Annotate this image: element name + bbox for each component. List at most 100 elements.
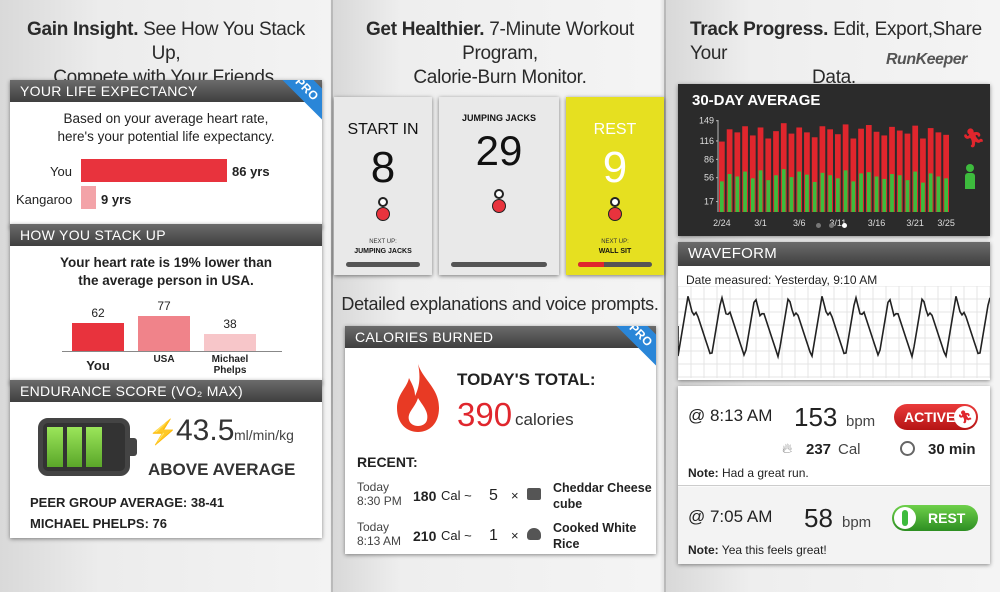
col2-headline-line1: 7-Minute Workout Program, [462,19,635,64]
todays-total-unit: calories [515,410,574,429]
bar-min [851,181,856,212]
life-bar-you [81,159,227,182]
life-desc-line1: Based on your average heart rate, [63,111,269,126]
workout-screen-0[interactable]: START IN 8 NEXT UP: JUMPING JACKS [334,97,432,275]
progress-track [346,262,420,267]
bar-max [858,128,864,212]
next-up-exercise: JUMPING JACKS [354,248,412,255]
screen-title: START IN [347,121,419,138]
entry-note: Yea this feels great! [721,543,827,557]
bar-max [842,124,849,212]
food-icon [527,528,541,540]
runner-icon: 🏃︎ [954,406,976,428]
endurance-header: ENDURANCE SCORE (VO₂ MAX) [10,380,322,402]
bar-max [835,134,841,212]
stack-bar-2 [204,334,256,351]
bar-min [928,173,933,212]
bar-min [890,174,894,212]
stack-up-title: HOW YOU STACK UP [20,227,166,243]
stack-up-header: HOW YOU STACK UP [10,224,322,246]
standing-icon [894,507,916,529]
bar-min [766,180,771,212]
bar-min [882,178,887,212]
page-dots [816,223,847,228]
next-up-label: NEXT UP: [369,239,397,245]
bar-min [905,180,910,212]
life-expectancy-header: YOUR LIFE EXPECTANCY PRO [10,80,322,129]
recent-quantity: 1 [489,527,498,544]
life-expectancy-title: YOUR LIFE EXPECTANCY [20,83,198,99]
recent-calories-unit: Cal ~ [441,488,472,503]
progress-track [578,262,652,267]
entry-note: Had a great run. [722,466,809,480]
progress-track [451,262,547,267]
times-sign: × [511,528,519,543]
workout-screen-2[interactable]: REST 9 NEXT UP: WALL SIT [566,97,664,275]
recent-food: Cooked White Rice [553,521,637,551]
waveform-header: WAVEFORM [678,242,990,266]
bar-max [912,125,919,212]
recent-calories: 210 [413,528,437,544]
waveform-card: WAVEFORM Date measured: Yesterday, 9:10 … [678,242,990,380]
bar-max [749,135,756,212]
stack-bar-label: USA [153,354,175,365]
entry-time: @ 7:05 AM [688,507,773,526]
bar-max [819,126,826,212]
y-tick-label: 116 [700,136,714,146]
bar-max [765,138,772,212]
stack-desc-line2: the average person in USA. [78,273,254,288]
waveform-line [678,294,990,360]
entry-bpm: 58 [804,503,833,533]
bar-min [720,181,724,212]
battery-segment [86,427,102,467]
entry-card: @ 8:13 AM 153 bpm ACTIVE 🏃︎ 🔥︎ 237 Cal 3… [678,386,990,564]
screen-number: 9 [602,143,628,192]
waveform-title: WAVEFORM [688,245,778,262]
stack-bar-1 [138,316,190,351]
entry-time: @ 8:13 AM [688,406,773,425]
col2-headline: Get Healthier. 7-Minute Workout Program,… [340,18,660,90]
endurance-card: ENDURANCE SCORE (VO₂ MAX) ⚡ 43.5 ml/min/… [10,380,322,538]
bar-max [889,126,895,212]
life-bar-kangaroo [81,186,96,209]
food-icon [527,488,541,500]
recent-item[interactable]: Today 8:30 PM 180 Cal ~ 5 × Cheddar Chee… [345,478,656,516]
x-tick-label: 2/24 [713,218,731,228]
bar-max [943,134,949,212]
calories-title: CALORIES BURNED [355,329,494,345]
stack-bar-0 [72,323,124,351]
thirty-day-average-card: 30-DAY AVERAGE 149 116 86 56 17 2/24 3/1 3/6 3/1… [678,84,990,236]
life-row-you-label: You [50,164,72,179]
battery-segment [47,427,63,467]
bar-min [774,175,778,212]
bar-max [920,138,926,212]
next-up-exercise: WALL SIT [598,248,632,255]
bar-max [811,137,818,212]
entry-bpm: 153 [794,402,838,432]
bar-max [927,128,934,212]
col1-headline-line1: See How You Stack Up, [143,19,305,64]
bar-max [796,127,803,212]
exercise-figure-icon [605,197,625,229]
life-row-kangaroo-label: Kangaroo [16,192,73,207]
note-label: Note: [688,543,719,557]
active-status-badge: ACTIVE 🏃︎ [894,404,978,430]
entry-rest[interactable]: @ 7:05 AM 58 bpm REST Note: Yea this fee… [678,487,990,564]
todays-total-value: 390 [457,396,513,433]
caption: Detailed explanations and voice prompts. [341,294,659,314]
bar-max [780,123,787,212]
x-tick-label: 3/11 [829,218,846,228]
next-up-label: NEXT UP: [601,239,629,245]
workout-screen-1[interactable]: JUMPING JACKS 29 [439,97,559,275]
exercise-figure-icon [489,189,509,221]
x-tick-label: 3/21 [906,218,924,228]
bar-min [913,171,918,212]
standing-person-icon [965,164,975,189]
entry-active[interactable]: @ 8:13 AM 153 bpm ACTIVE 🏃︎ 🔥︎ 237 Cal 3… [678,386,990,486]
recent-food: Cheddar Cheese cube [553,481,652,511]
x-tick-label: 3/25 [937,218,955,228]
life-row-kangaroo-value: 9 yrs [101,192,132,207]
recent-item[interactable]: Today 8:13 AM 210 Cal ~ 1 × Cooked White… [345,518,656,554]
bar-min [843,170,848,212]
bar-max [773,131,779,212]
